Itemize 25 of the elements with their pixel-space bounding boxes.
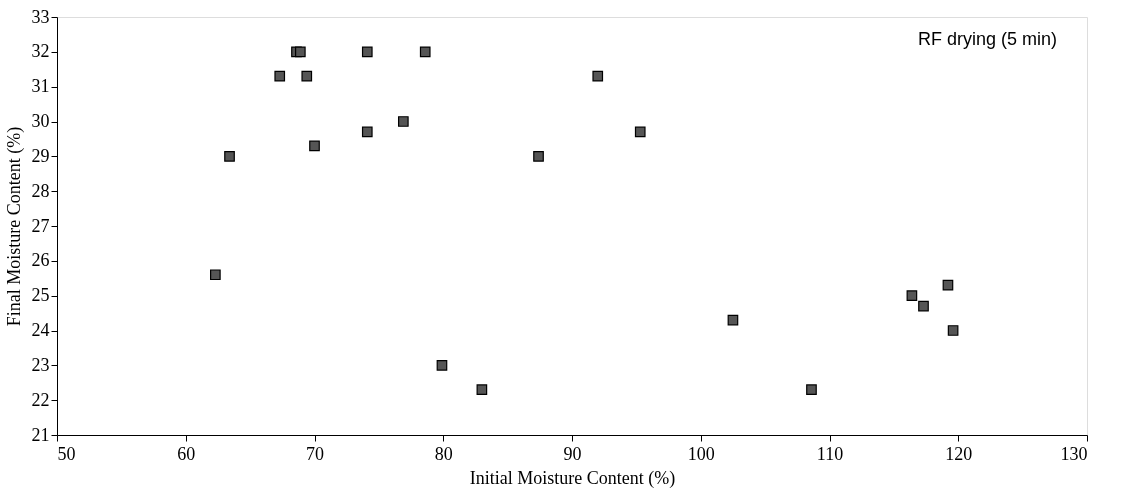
y-tick-label: 32 bbox=[31, 41, 50, 62]
y-tick-label: 33 bbox=[31, 6, 50, 27]
x-tick-label: 50 bbox=[57, 443, 76, 464]
y-tick-label: 25 bbox=[31, 285, 50, 306]
x-tick-label: 60 bbox=[177, 443, 196, 464]
y-tick-label: 31 bbox=[31, 76, 50, 97]
annotation: RF drying (5 min) bbox=[917, 29, 1057, 49]
y-axis-title: Final Moisture Content (%) bbox=[3, 126, 25, 327]
x-tick-label: 90 bbox=[563, 443, 582, 464]
x-tick-label: 130 bbox=[1060, 443, 1088, 464]
y-tick-label: 22 bbox=[31, 389, 50, 410]
y-tick-label: 23 bbox=[31, 354, 50, 375]
y-tick-label: 26 bbox=[31, 250, 50, 271]
y-tick-label: 24 bbox=[31, 320, 50, 340]
y-tick-label: 27 bbox=[31, 215, 50, 236]
x-tick-label: 110 bbox=[816, 443, 844, 464]
x-tick-label: 120 bbox=[945, 443, 973, 464]
x-tick-label: 80 bbox=[434, 443, 453, 464]
x-axis-title: Initial Moisture Content (%) bbox=[469, 467, 676, 489]
y-tick-label: 30 bbox=[31, 111, 50, 131]
y-tick-label: 29 bbox=[31, 145, 50, 166]
x-tick-label: 100 bbox=[687, 443, 715, 464]
y-tick-label: 21 bbox=[31, 424, 50, 445]
x-tick-label: 70 bbox=[306, 443, 324, 464]
y-tick-label: 28 bbox=[31, 180, 50, 201]
